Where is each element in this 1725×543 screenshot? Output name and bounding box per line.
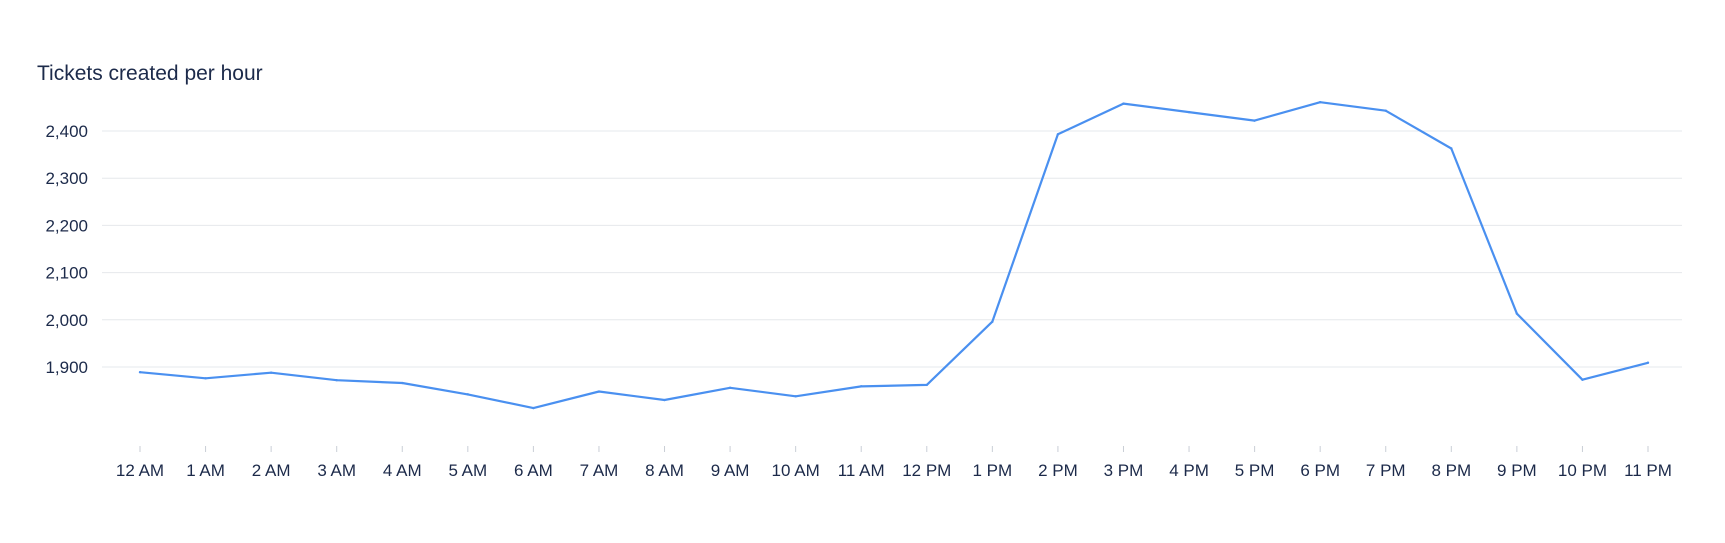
x-tick-label: 11 AM [838, 461, 885, 480]
x-tick-label: 4 PM [1169, 461, 1209, 480]
series-line [139, 101, 1649, 410]
data-point [860, 385, 863, 388]
x-tick-label: 2 AM [252, 461, 291, 480]
x-tick-label: 11 PM [1624, 461, 1672, 480]
x-tick-label: 3 PM [1104, 461, 1144, 480]
data-point [991, 320, 994, 323]
data-point [532, 406, 535, 410]
data-point [1318, 101, 1322, 104]
x-tick-label: 2 PM [1038, 461, 1078, 480]
data-point [138, 370, 142, 374]
y-axis-ticks: 1,900 2,000 2,100 2,200 2,300 2,400 [45, 122, 88, 377]
data-point [466, 393, 470, 396]
data-point [1122, 102, 1125, 105]
x-tick-label: 9 PM [1497, 461, 1537, 480]
chart-title: Tickets created per hour [37, 62, 263, 85]
data-point [1581, 378, 1584, 381]
data-point [1253, 119, 1256, 122]
data-point [1056, 133, 1060, 136]
y-tick-label: 2,300 [45, 169, 88, 188]
x-tick-label: 12 AM [116, 461, 164, 480]
data-point [204, 377, 207, 380]
x-tick-label: 8 AM [645, 461, 684, 480]
data-point [728, 386, 732, 389]
grid-lines [102, 130, 1682, 368]
data-point [269, 371, 273, 374]
x-axis-ticks: 12 AM 1 AM 2 AM 3 AM 4 AM 5 AM 6 AM 7 AM 8 AM 9 A… [116, 446, 1672, 480]
x-tick-label: 5 PM [1235, 461, 1275, 480]
x-tick-label: 1 PM [973, 461, 1013, 480]
data-point [1515, 312, 1519, 315]
y-tick-label: 1,900 [45, 358, 88, 377]
data-point [401, 381, 404, 385]
data-point [335, 379, 338, 382]
x-tick-label: 10 PM [1558, 461, 1607, 480]
data-point [1450, 147, 1453, 150]
data-point [663, 398, 666, 402]
x-tick-label: 10 AM [772, 461, 820, 480]
x-tick-label: 3 AM [317, 461, 356, 480]
data-point [925, 383, 928, 387]
x-tick-label: 6 AM [514, 461, 553, 480]
data-point [794, 395, 797, 398]
x-tick-label: 9 AM [711, 461, 750, 480]
series-layer [138, 101, 1650, 410]
y-tick-label: 2,000 [45, 311, 88, 330]
data-point [1187, 110, 1191, 114]
x-tick-label: 6 PM [1300, 461, 1340, 480]
y-tick-label: 2,100 [45, 264, 88, 283]
data-point [1646, 361, 1650, 364]
x-tick-label: 5 AM [448, 461, 487, 480]
y-tick-label: 2,400 [45, 122, 88, 141]
x-tick-label: 8 PM [1431, 461, 1471, 480]
x-tick-label: 12 PM [902, 461, 951, 480]
y-tick-label: 2,200 [45, 216, 88, 235]
x-tick-label: 1 AM [186, 461, 225, 480]
x-tick-label: 7 PM [1366, 461, 1406, 480]
x-tick-label: 4 AM [383, 461, 422, 480]
data-point [1384, 109, 1387, 112]
data-point [597, 390, 601, 393]
x-tick-label: 7 AM [580, 461, 619, 480]
